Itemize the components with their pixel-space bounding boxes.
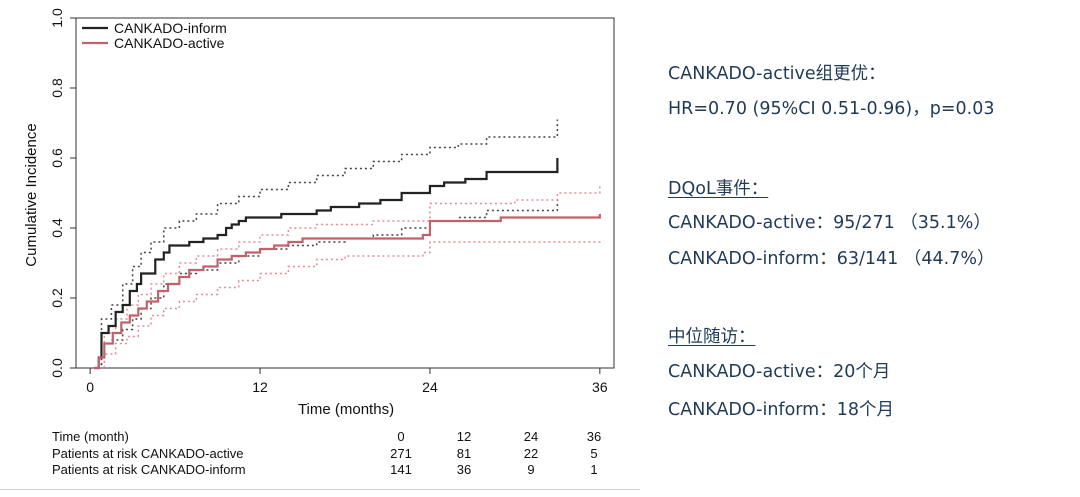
risk-row-label-active: Patients at risk CANKADO-active: [52, 445, 244, 461]
risk-inform-12: 36: [456, 462, 472, 477]
x-tick-label-0: 0: [86, 379, 94, 395]
bottom-divider: [0, 489, 640, 490]
risk-inform-36: 1: [590, 462, 598, 477]
hazard-ratio-text: HR=0.70 (95%CI 0.51-0.96)，p=0.03: [668, 99, 995, 119]
y-tick-label-0: 0.0: [49, 358, 65, 378]
followup-heading: 中位随访：: [668, 327, 756, 347]
x-tick-label-1: 12: [252, 379, 268, 395]
risk-active-12: 81: [456, 445, 472, 461]
risk-active-36: 5: [590, 445, 598, 461]
risk-inform-0: 141: [390, 462, 412, 477]
y-tick-label-4: 0.8: [49, 78, 65, 98]
risk-active-0: 271: [390, 445, 412, 461]
x-tick-label-2: 24: [422, 379, 438, 395]
km-plot: 0 12 24 36 0.0 0.2 0.4 0.6 0.8 1.0 CANKADO-inform…: [23, 8, 615, 418]
y-axis-label: Cumulative Incidence: [23, 123, 40, 266]
followup-active-text: CANKADO-active：20个月: [668, 362, 891, 382]
dqol-inform-text: CANKADO-inform：63/141 （44.7%）: [668, 249, 995, 269]
legend-label-1: CANKADO-active: [114, 35, 225, 51]
y-tick-label-2: 0.4: [49, 218, 65, 238]
ci-line-1-lower: [94, 238, 601, 369]
risk-table-row-inform: Patients at risk CANKADO-inform 141 36 9…: [52, 461, 612, 478]
risk-table-header-row: Time (month) 0 12 24 36: [52, 428, 612, 445]
risk-table-row-active: Patients at risk CANKADO-active 271 81 2…: [52, 445, 612, 462]
y-tick-label-1: 0.2: [49, 288, 65, 308]
risk-row-label-inform: Patients at risk CANKADO-inform: [52, 462, 246, 477]
dqol-heading: DQoL事件：: [668, 179, 769, 199]
ci-line-0-upper: [94, 119, 559, 369]
risk-active-24: 22: [523, 445, 539, 461]
x-tick-label-3: 36: [592, 379, 608, 395]
risk-time-0: 0: [397, 429, 405, 444]
superiority-text: CANKADO-active组更优：: [668, 64, 886, 84]
info-panel: CANKADO-active组更优： HR=0.70 (95%CI 0.51-0…: [668, 0, 1068, 497]
ci-line-1-upper: [94, 186, 601, 369]
plot-frame: [75, 17, 615, 369]
risk-inform-24: 9: [527, 462, 535, 477]
legend-label-0: CANKADO-inform: [114, 20, 227, 36]
followup-inform-text: CANKADO-inform：18个月: [668, 400, 894, 420]
km-chart-panel: 0 12 24 36 0.0 0.2 0.4 0.6 0.8 1.0 CANKADO-inform…: [0, 8, 640, 490]
risk-table-header-label: Time (month): [52, 429, 129, 444]
risk-time-24: 24: [523, 429, 539, 444]
risk-time-12: 12: [456, 429, 472, 444]
dqol-active-text: CANKADO-active：95/271 （35.1%）: [668, 213, 991, 233]
series-line-0: [94, 158, 559, 370]
x-axis-label: Time (months): [298, 401, 394, 418]
series-line-1: [94, 214, 601, 370]
risk-table: Time (month) 0 12 24 36 Patients at risk…: [52, 428, 612, 478]
y-tick-label-3: 0.6: [49, 148, 65, 168]
y-tick-label-5: 1.0: [49, 8, 65, 28]
risk-time-36: 36: [586, 429, 602, 444]
